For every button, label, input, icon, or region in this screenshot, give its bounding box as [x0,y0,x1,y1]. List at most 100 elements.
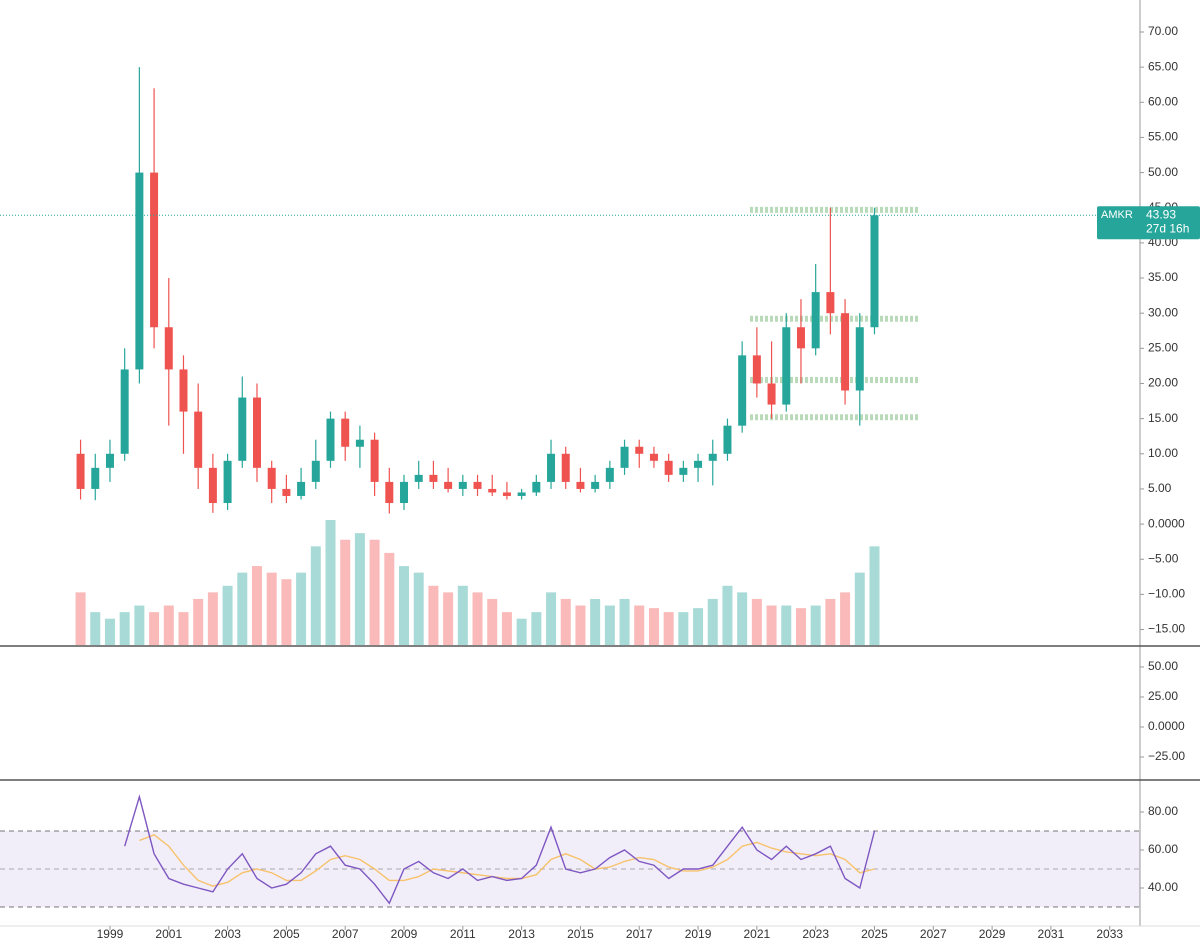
x-tick-label: 2005 [273,927,300,941]
candle-body [267,467,276,489]
candle-body [473,481,482,489]
candle-body [796,327,805,349]
candle-body [488,488,497,493]
x-tick-label: 2025 [861,927,888,941]
candle-body [150,172,159,328]
candle-body [458,481,467,489]
y-tick-label: 5.00 [1148,481,1172,495]
candle-body [400,481,409,503]
x-tick-label: 2011 [450,927,476,941]
y-tick-label: 10.00 [1148,446,1178,460]
candle-body [135,172,144,370]
volume-bar [634,605,645,645]
volume-bar [795,608,806,645]
countdown-label: 27d 16h [1146,221,1189,235]
candle-body [91,467,100,489]
candle-body [664,460,673,475]
volume-bar [251,566,262,645]
x-tick-label: 2017 [626,927,653,941]
x-tick-label: 2019 [685,927,712,941]
candle-body [517,492,526,496]
candle-body [855,327,864,391]
volume-bar [869,546,880,645]
y-tick-label: 80.00 [1148,804,1178,818]
x-tick-label: 2003 [214,927,241,941]
candle-body [385,481,394,503]
y-tick-label: 20.00 [1148,376,1178,390]
candle-body [429,474,438,482]
candle-body [532,481,541,493]
volume-bar [266,572,277,645]
candle-body [841,313,850,391]
volume-bar [75,592,86,645]
volume-bar [178,612,189,645]
x-tick-label: 2031 [1038,927,1065,941]
y-tick-label: 65.00 [1148,59,1178,73]
y-tick-label: 15.00 [1148,411,1178,425]
candle-body [370,439,379,482]
volume-bar [281,579,292,645]
candle-body [738,355,747,426]
y-tick-label: 70.00 [1148,24,1178,38]
volume-bar [149,612,160,645]
x-tick-label: 2029 [979,927,1006,941]
y-tick-label: −25.00 [1148,749,1185,763]
y-tick-label: 60.00 [1148,842,1178,856]
volume-bar [663,612,674,645]
volume-bar [384,552,395,645]
volume-bar [207,592,218,645]
volume-bar [354,533,365,645]
last-price-badge [1097,206,1200,240]
volume-bar [193,598,204,645]
volume-bar [810,605,821,645]
volume-bar [443,592,454,645]
y-tick-label: −5.00 [1148,551,1179,565]
volume-bar [119,612,130,645]
volume-bar [399,566,410,645]
volume-bar [369,539,380,645]
volume-bar [531,612,542,645]
candle-body [502,492,511,496]
candle-body [679,467,688,475]
candle-body [561,453,570,482]
symbol-label: AMKR [1101,209,1133,221]
candle-body [694,460,703,468]
volume-bar [296,572,307,645]
candle-body [238,397,247,461]
candle-body [649,453,658,461]
candle-body [591,481,600,489]
candle-body [620,446,629,468]
volume-bar [487,598,498,645]
candle-body [752,355,761,384]
volume-bar [457,585,468,645]
volume-bar [737,592,748,645]
rsi-line [124,794,876,905]
volume-bar [619,598,630,645]
x-tick-label: 2021 [744,927,771,941]
y-tick-label: 60.00 [1148,94,1178,108]
volume-bar [222,585,233,645]
volume-bar [648,608,659,645]
volume-bar [163,605,174,645]
x-tick-label: 2009 [391,927,418,941]
candle-body [782,327,791,405]
candle-body [179,369,188,412]
candle-body [76,453,85,489]
volume-bar [516,618,527,645]
candle-body [194,411,203,468]
candle-body [605,467,614,482]
x-tick-label: 2001 [155,927,182,941]
candle-body [311,460,320,482]
x-tick-label: 2007 [332,927,359,941]
x-tick-label: 2027 [920,927,947,941]
candle-body [282,488,291,496]
y-tick-label: 55.00 [1148,130,1178,144]
volume-bar [560,598,571,645]
x-tick-label: 2023 [802,927,829,941]
y-tick-label: −15.00 [1148,622,1185,636]
volume-bar [340,539,351,645]
volume-bar [413,572,424,645]
